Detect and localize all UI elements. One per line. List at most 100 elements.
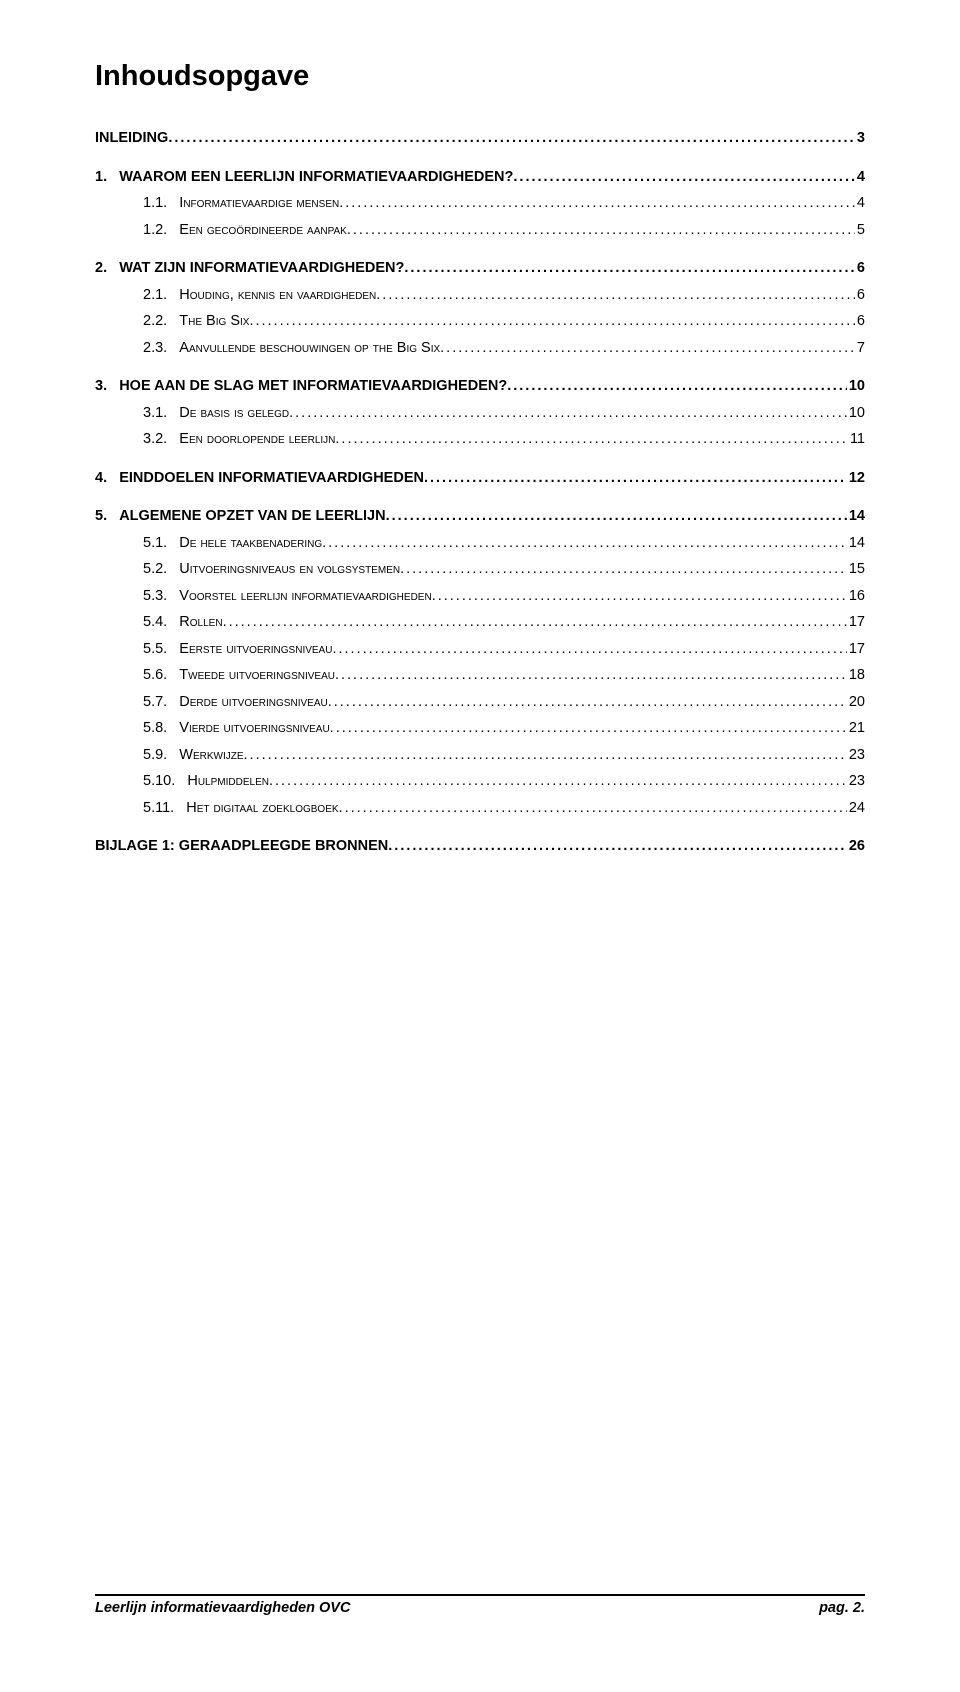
toc-leader-dots [376,288,855,303]
toc-leader-dots [332,642,846,657]
toc-page-number: 23 [847,748,865,763]
toc-leader-dots [507,379,847,394]
page-footer: Leerlijn informatievaardigheden OVC pag.… [95,1594,865,1616]
toc-label: Derde uitvoeringsniveau [179,695,327,710]
toc-page-number: 7 [855,341,865,356]
toc-number: 2.3. [143,341,179,356]
toc-number: 5.2. [143,562,179,577]
toc-number: 5.1. [143,536,179,551]
toc-number: 5.6. [143,668,179,683]
toc-number: 1. [95,170,119,185]
toc-label-firstcap: E [179,641,189,657]
toc-label: The Big Six [179,314,249,329]
toc-label-rest: nformatievaardige mensen [183,195,339,211]
toc-label: WAAROM EEN LEERLIJN INFORMATIEVAARDIGHED… [119,170,513,185]
toc-label-firstcap: D [179,405,189,421]
toc-section-gap [95,158,865,170]
toc-leader-dots [328,695,847,710]
toc-leader-dots [330,721,847,736]
toc-label-rest: en gecoördineerde aanpak [189,222,347,238]
toc-page-number: 24 [847,801,865,816]
toc-number: 5. [95,509,119,524]
toc-label-firstcap: A [179,340,189,356]
toc-leader-dots [322,536,847,551]
toc-label-rest: erste uitvoeringsniveau [189,641,333,657]
toc-leader-dots [168,131,855,146]
toc-leader-dots [244,748,847,763]
toc-label-firstcap: R [179,614,189,630]
toc-label-rest: e basis is gelegd [190,405,289,421]
toc-label: BIJLAGE 1: GERAADPLEEGDE BRONNEN [95,839,388,854]
toc-label-firstcap: E [179,222,189,238]
toc-label-firstcap: W [179,747,193,763]
toc-label-rest: et digitaal zoeklogboek [197,800,339,816]
toc-line: 2.3. Aanvullende beschouwingen op the Bi… [95,341,865,356]
toc-label-firstcap: D [179,535,189,551]
toc-page-number: 14 [847,536,865,551]
toc-label: WAT ZIJN INFORMATIEVAARDIGHEDEN? [119,261,404,276]
toc-label-rest: erde uitvoeringsniveau [190,694,328,710]
toc-line: 2. WAT ZIJN INFORMATIEVAARDIGHEDEN?6 [95,261,865,276]
toc-leader-dots [386,509,847,524]
toc-line: 3. HOE AAN DE SLAG MET INFORMATIEVAARDIG… [95,379,865,394]
toc-leader-dots [269,774,847,789]
footer-right: pag. 2. [819,1600,865,1616]
toc-page-number: 5 [855,223,865,238]
toc-number: 5.7. [143,695,179,710]
toc-line: 1.1. Informatievaardige mensen4 [95,196,865,211]
toc-page-number: 6 [855,288,865,303]
toc-label-rest: erkwijze [193,747,244,763]
toc-number: 3.1. [143,406,179,421]
toc-label-firstcap: H [186,800,196,816]
toc-label-firstcap: V [179,720,189,736]
toc-leader-dots [335,432,848,447]
table-of-contents: INLEIDING31. WAAROM EEN LEERLIJN INFORMA… [95,131,865,854]
toc-number: 5.4. [143,615,179,630]
toc-line: 5.3. Voorstel leerlijn informatievaardig… [95,589,865,604]
toc-label: Uitvoeringsniveaus en volgsystemen [179,562,400,577]
toc-label-rest: he Big Six [188,313,249,329]
toc-line: 5.2. Uitvoeringsniveaus en volgsystemen1… [95,562,865,577]
toc-label-rest: oorstel leerlijn informatievaardigheden [189,588,432,604]
toc-line: BIJLAGE 1: GERAADPLEEGDE BRONNEN 26 [95,839,865,854]
toc-label: Werkwijze [179,748,243,763]
toc-line: 5.11. Het digitaal zoeklogboek24 [95,801,865,816]
toc-line: 5.10. Hulpmiddelen23 [95,774,865,789]
toc-leader-dots [339,196,855,211]
toc-label-rest: e hele taakbenadering [190,535,322,551]
toc-label-rest: weede uitvoeringsniveau [188,667,335,683]
toc-number: 2.2. [143,314,179,329]
toc-page-number: 12 [847,471,865,486]
toc-label-firstcap: T [179,313,188,329]
toc-label: Een gecoördineerde aanpak [179,223,347,238]
toc-page-number: 11 [848,432,865,447]
toc-page-number: 26 [847,839,865,854]
toc-label: Vierde uitvoeringsniveau [179,721,329,736]
toc-label-firstcap: U [179,561,189,577]
toc-leader-dots [432,589,847,604]
toc-number: 5.8. [143,721,179,736]
toc-label: Het digitaal zoeklogboek [186,801,338,816]
toc-label-firstcap: H [179,287,189,303]
page-title: Inhoudsopgave [95,60,865,93]
toc-line: 4. EINDDOELEN INFORMATIEVAARDIGHEDEN12 [95,471,865,486]
toc-line: 1.2. Een gecoördineerde aanpak5 [95,223,865,238]
toc-number: 2. [95,261,119,276]
toc-number: 2.1. [143,288,179,303]
toc-page-number: 16 [847,589,865,604]
toc-number: 1.1. [143,196,179,211]
toc-section-gap [95,459,865,471]
toc-label: EINDDOELEN INFORMATIEVAARDIGHEDEN [119,471,424,486]
toc-page-number: 6 [855,314,865,329]
toc-leader-dots [400,562,847,577]
toc-label: De hele taakbenadering [179,536,322,551]
page: Inhoudsopgave INLEIDING31. WAAROM EEN LE… [0,0,960,1692]
toc-label: Aanvullende beschouwingen op the Big Six [179,341,440,356]
toc-page-number: 10 [847,379,865,394]
toc-label: Tweede uitvoeringsniveau [179,668,335,683]
toc-label-firstcap: T [179,667,188,683]
toc-label: HOE AAN DE SLAG MET INFORMATIEVAARDIGHED… [119,379,507,394]
toc-label-firstcap: D [179,694,189,710]
toc-label: Rollen [179,615,222,630]
toc-page-number: 17 [847,615,865,630]
